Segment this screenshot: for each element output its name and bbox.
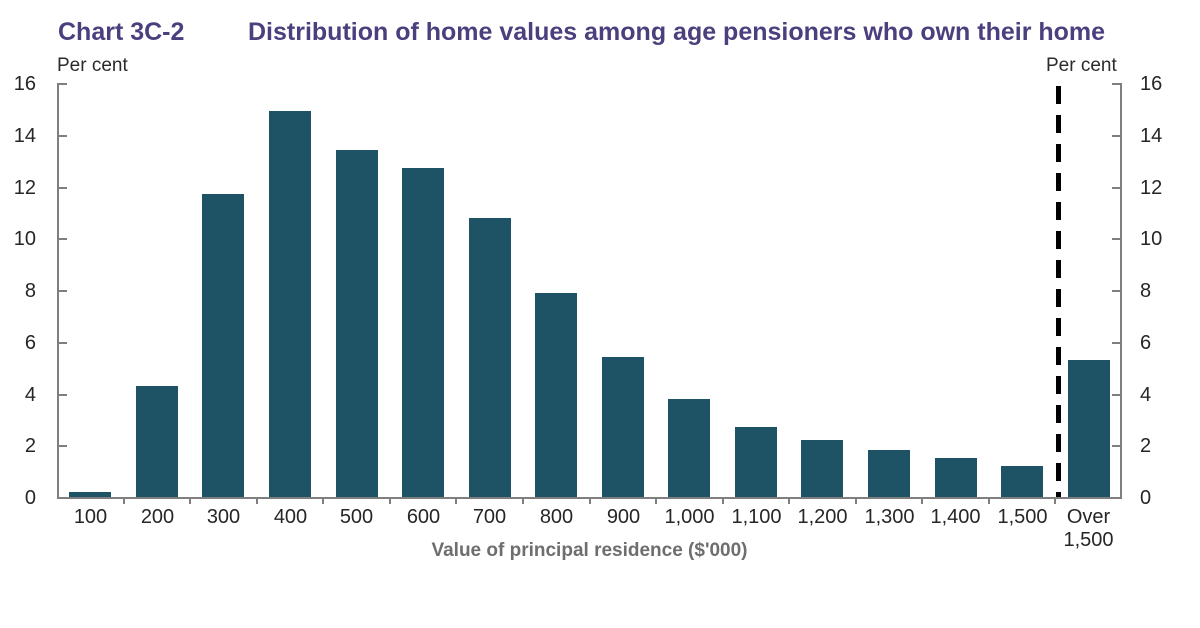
chart-header: Chart 3C-2 Distribution of home values am… <box>58 18 1105 47</box>
y-tick-mark-left <box>59 83 67 85</box>
x-axis-category-label: 300 <box>206 506 241 528</box>
x-axis-tick <box>389 499 391 504</box>
y-tick-mark-right <box>1112 238 1120 240</box>
bar-1-000 <box>668 399 710 497</box>
y-tick-mark-left <box>59 445 67 447</box>
y-tick-mark-left <box>59 135 67 137</box>
y-tick-mark-right <box>1112 342 1120 344</box>
bar-500 <box>336 150 378 497</box>
y-tick-mark-right <box>1112 394 1120 396</box>
x-axis-category-label: 200 <box>140 506 175 528</box>
y-axis-label-right: 6 <box>1140 332 1152 354</box>
x-axis-tick <box>722 499 724 504</box>
x-axis-tick <box>788 499 790 504</box>
x-axis-tick <box>322 499 324 504</box>
y-axis-label-left: 0 <box>24 487 36 509</box>
y-axis-label-left: 8 <box>24 280 36 302</box>
x-axis-category-label: 900 <box>606 506 641 528</box>
x-axis-tick <box>855 499 857 504</box>
x-axis-tick <box>189 499 191 504</box>
y-tick-mark-right <box>1112 445 1120 447</box>
bar-1-100 <box>735 427 777 497</box>
chart-number-label: Chart 3C-2 <box>58 18 185 46</box>
y-axis-label-right: 14 <box>1140 125 1163 147</box>
y-axis-label-left: 6 <box>24 332 36 354</box>
x-axis-tick <box>455 499 457 504</box>
y-axis-label-left: 4 <box>24 384 36 406</box>
bar-1-200 <box>801 440 843 497</box>
left-axis-unit-label: Per cent <box>57 55 128 76</box>
right-axis-unit-label: Per cent <box>1046 55 1117 76</box>
x-axis-line <box>57 497 1122 499</box>
x-axis-category-label: 1,100 <box>731 506 782 528</box>
y-tick-mark-left <box>59 238 67 240</box>
y-axis-label-right: 16 <box>1140 73 1163 95</box>
y-axis-label-right: 0 <box>1140 487 1152 509</box>
y-axis-label-left: 12 <box>13 177 36 199</box>
y-axis-label-right: 12 <box>1140 177 1163 199</box>
y-axis-label-left: 10 <box>13 228 36 250</box>
y-axis-label-left: 2 <box>24 435 36 457</box>
bar-200 <box>136 386 178 497</box>
y-tick-mark-right <box>1112 187 1120 189</box>
bar-1-500 <box>1001 466 1043 497</box>
x-axis-tick <box>1054 499 1056 504</box>
x-axis-tick <box>655 499 657 504</box>
y-axis-label-right: 8 <box>1140 280 1152 302</box>
bar-900 <box>602 357 644 497</box>
x-axis-category-label: 100 <box>73 506 108 528</box>
y-axis-label-left: 14 <box>13 125 36 147</box>
x-axis-category-label: 1,000 <box>664 506 715 528</box>
x-axis-category-label: 700 <box>472 506 507 528</box>
bar-100 <box>69 492 111 497</box>
x-axis-category-label: 800 <box>539 506 574 528</box>
y-tick-mark-left <box>59 290 67 292</box>
x-axis-tick <box>123 499 125 504</box>
x-axis-category-label: 400 <box>273 506 308 528</box>
y-tick-mark-left <box>59 394 67 396</box>
y-axis-left <box>57 83 59 499</box>
y-axis-label-right: 4 <box>1140 384 1152 406</box>
y-tick-mark-left <box>59 342 67 344</box>
y-tick-mark-right <box>1112 83 1120 85</box>
x-axis-title: Value of principal residence ($'000) <box>431 540 748 561</box>
x-axis-category-label: 1,300 <box>864 506 915 528</box>
y-axis-right <box>1120 83 1122 499</box>
bar-over-1-500 <box>1068 360 1110 497</box>
x-axis-category-label: 500 <box>339 506 374 528</box>
x-axis-category-label: 1,400 <box>930 506 981 528</box>
y-tick-mark-right <box>1112 135 1120 137</box>
x-axis-category-label: 600 <box>406 506 441 528</box>
y-tick-mark-right <box>1112 290 1120 292</box>
threshold-dashed-line <box>1056 86 1061 497</box>
x-axis-tick <box>589 499 591 504</box>
chart-title: Distribution of home values among age pe… <box>248 18 1106 46</box>
y-tick-mark-right <box>1112 497 1120 499</box>
x-axis-tick <box>921 499 923 504</box>
bar-1-400 <box>935 458 977 497</box>
x-axis-tick <box>256 499 258 504</box>
y-tick-mark-left <box>59 497 67 499</box>
y-axis-label-right: 2 <box>1140 435 1152 457</box>
bar-400 <box>269 111 311 497</box>
x-axis-tick <box>988 499 990 504</box>
bar-700 <box>469 218 511 497</box>
x-axis-category-label: 1,200 <box>797 506 848 528</box>
y-tick-mark-left <box>59 187 67 189</box>
bar-1-300 <box>868 450 910 497</box>
bar-800 <box>535 293 577 497</box>
y-axis-label-left: 16 <box>13 73 36 95</box>
bar-300 <box>202 194 244 497</box>
bar-600 <box>402 168 444 497</box>
x-axis-category-label: 1,500 <box>997 506 1048 528</box>
y-axis-label-right: 10 <box>1140 228 1163 250</box>
x-axis-tick <box>522 499 524 504</box>
x-axis-category-label: Over 1,500 <box>1063 506 1114 551</box>
